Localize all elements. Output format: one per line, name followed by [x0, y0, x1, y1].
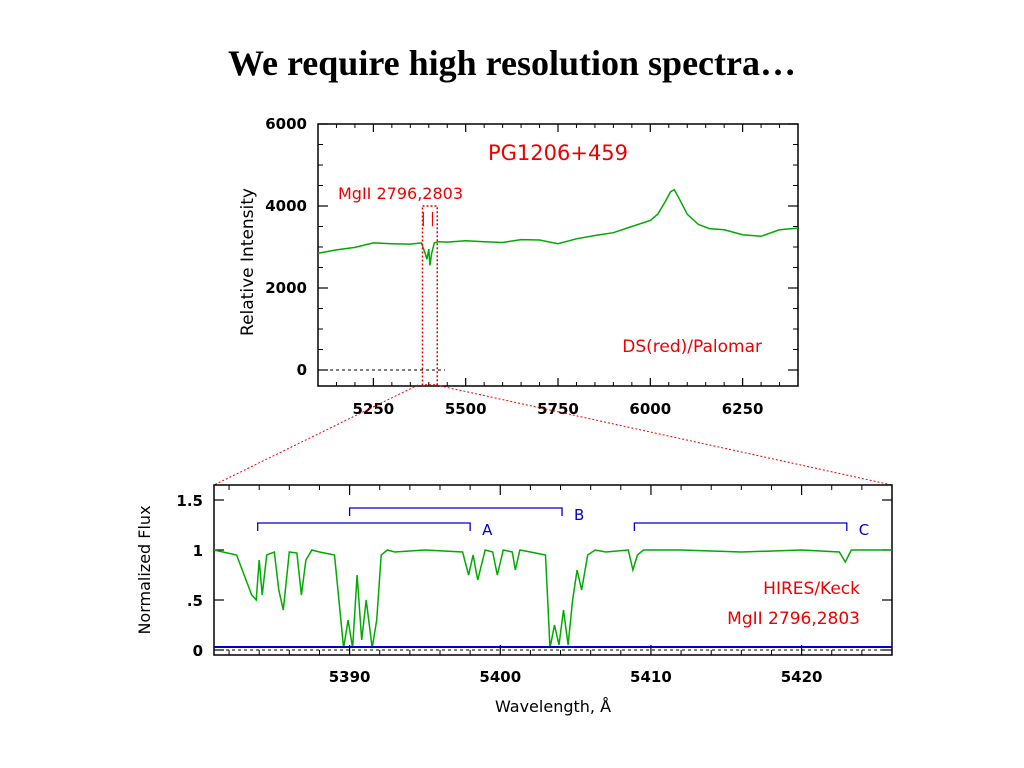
top-x-tick-label: 5750 — [537, 400, 579, 418]
top-x-tick-label: 6250 — [722, 400, 764, 418]
mgii-highlight-box — [421, 205, 439, 386]
top-spectrum-chart: 5250 5500 5750 6000 6250 0 2000 4000 6000 PG1206… — [238, 115, 799, 418]
slide-title: We require high resolution spectra… — [227, 43, 796, 83]
system-label: A — [482, 521, 493, 539]
system-label: B — [574, 506, 584, 524]
system-bracket — [633, 522, 848, 531]
bottom-x-axis-label: Wavelength, Å — [495, 697, 611, 716]
top-line-label: MgII 2796,2803 — [338, 184, 463, 203]
bottom-y-tick-label: .5 — [187, 592, 203, 610]
top-spectrum-line — [317, 188, 799, 266]
top-axis-ticks: 5250 5500 5750 6000 6250 0 2000 4000 6000 — [265, 115, 799, 418]
system-bracket — [257, 522, 471, 531]
bottom-y-tick-label: 1 — [193, 542, 203, 560]
absorber-systems: A B C — [257, 506, 869, 539]
zoom-connector-right — [435, 384, 893, 486]
top-instrument-label: DS(red)/Palomar — [622, 337, 762, 357]
bottom-spectrum-chart: 5390 5400 5410 5420 0 .5 1 1.5 A B C HIRES/Keck M… — [135, 484, 893, 716]
bottom-y-axis-label: Normalized Flux — [135, 505, 154, 634]
system-bracket — [348, 507, 563, 516]
top-x-tick-label: 5250 — [353, 400, 395, 418]
bottom-y-tick-label: 0 — [193, 642, 203, 660]
zoom-connector-left — [213, 384, 419, 486]
bottom-axis-ticks: 5390 5400 5410 5420 0 .5 1 1.5 — [176, 485, 892, 686]
top-y-tick-label: 4000 — [265, 197, 307, 215]
top-y-tick-label: 0 — [297, 361, 307, 379]
top-y-tick-label: 2000 — [265, 279, 307, 297]
top-x-tick-label: 5500 — [445, 400, 487, 418]
doublet-marker: | | — [421, 211, 435, 227]
top-chart-title: PG1206+459 — [488, 141, 628, 165]
bottom-x-tick-label: 5390 — [329, 668, 371, 686]
bottom-plot-frame — [213, 484, 893, 656]
top-x-tick-label: 6000 — [629, 400, 671, 418]
system-label: C — [859, 521, 869, 539]
top-y-axis-label: Relative Intensity — [238, 188, 258, 336]
top-y-tick-label: 6000 — [265, 115, 307, 133]
bottom-series-group — [213, 549, 892, 649]
bottom-x-tick-label: 5420 — [781, 668, 823, 686]
bottom-spectrum-line — [213, 549, 892, 649]
bottom-y-tick-label: 1.5 — [176, 492, 203, 510]
bottom-x-tick-label: 5410 — [630, 668, 672, 686]
bottom-line-label: MgII 2796,2803 — [727, 609, 860, 629]
bottom-x-tick-label: 5400 — [479, 668, 521, 686]
bottom-instrument-label: HIRES/Keck — [763, 579, 860, 599]
